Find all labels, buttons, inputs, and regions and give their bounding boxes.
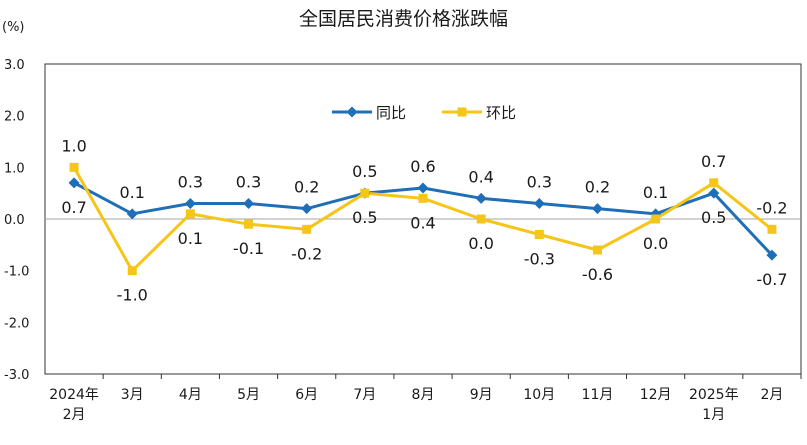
x-tick-label: 1月	[702, 407, 725, 423]
mom-point	[592, 245, 602, 255]
x-axis-ticks: 2024年 2月 3月 4月 5月 6月 7月 8月 9月 10月 11月 12月 2025年 1月 2月	[49, 374, 802, 423]
yoy-data-label: 0.1	[120, 183, 145, 202]
yoy-point	[475, 192, 487, 204]
x-tick-label: 3月	[121, 387, 144, 403]
yoy-legend-marker	[346, 106, 358, 118]
yoy-point	[766, 249, 778, 261]
y-tick-label: -2.0	[4, 316, 29, 331]
y-tick-label: -1.0	[4, 265, 29, 280]
mom-point	[709, 178, 719, 188]
x-tick-label: 4月	[179, 387, 202, 403]
yoy-data-label: 0.2	[294, 178, 319, 197]
yoy-data-label: 0.3	[527, 173, 552, 192]
y-tick-label: 1.0	[4, 161, 25, 176]
y-unit-label: (%)	[2, 20, 25, 35]
yoy-point	[417, 182, 429, 194]
yoy-data-label: 0.3	[178, 173, 203, 192]
mom-data-label: -0.3	[524, 250, 555, 269]
mom-point	[476, 214, 486, 224]
axes	[44, 63, 802, 375]
mom-data-label: -0.1	[233, 239, 264, 258]
x-tick-label: 8月	[412, 387, 435, 403]
yoy-point	[708, 187, 720, 199]
yoy-point	[126, 208, 138, 220]
mom-data-label: 0.1	[178, 229, 203, 248]
mom-point	[185, 209, 195, 219]
yoy-data-label: 0.6	[410, 157, 435, 176]
x-tick-label: 6月	[295, 387, 318, 403]
legend: 同比 环比	[332, 104, 516, 122]
yoy-data-label: 0.2	[585, 178, 610, 197]
yoy-data-label: 0.1	[643, 183, 668, 202]
mom-data-label: -0.6	[582, 265, 613, 284]
yoy-data-label: 0.5	[701, 208, 726, 227]
x-tick-label: 2025年	[689, 387, 739, 403]
mom-point	[767, 224, 777, 234]
y-tick-label: 3.0	[4, 58, 25, 73]
mom-point	[534, 230, 544, 239]
yoy-point	[184, 198, 196, 209]
x-tick-label: 12月	[640, 387, 672, 403]
mom-point	[418, 193, 428, 203]
x-tick-label: 9月	[470, 387, 493, 403]
x-tick-label: 2月	[760, 387, 783, 403]
mom-legend-marker	[457, 107, 467, 117]
yoy-point	[243, 198, 255, 209]
yoy-point	[301, 203, 313, 215]
mom-legend-label: 环比	[486, 104, 516, 122]
x-tick-label: 2024年	[49, 387, 99, 403]
yoy-data-label: 0.3	[236, 173, 261, 192]
mom-data-label: 0.7	[701, 152, 726, 171]
x-tick-label: 7月	[353, 387, 376, 403]
mom-data-label: 0.4	[410, 213, 435, 232]
mom-point	[360, 188, 370, 198]
yoy-data-label: 0.7	[61, 198, 86, 217]
yoy-point	[68, 177, 80, 189]
yoy-point	[533, 198, 545, 209]
mom-point	[127, 266, 137, 276]
chart-title: 全国居民消费价格涨跌幅	[298, 8, 508, 30]
mom-point	[244, 219, 254, 229]
x-tick-label: 11月	[582, 387, 614, 403]
mom-point	[69, 162, 79, 172]
yoy-data-label: 0.4	[468, 167, 493, 186]
mom-data-label: -0.2	[756, 198, 787, 217]
x-tick-label: 10月	[523, 387, 555, 403]
mom-data-label: 0.0	[643, 234, 668, 253]
mom-data-label: 0.5	[352, 208, 377, 227]
y-tick-label: 2.0	[4, 110, 25, 125]
x-tick-label: 2月	[63, 407, 86, 423]
y-tick-label: -3.0	[4, 368, 29, 383]
x-tick-label: 5月	[237, 387, 260, 403]
mom-point	[302, 224, 312, 234]
mom-data-label: -0.2	[291, 244, 322, 263]
yoy-legend-label: 同比	[376, 104, 406, 122]
mom-data-label: -1.0	[117, 286, 148, 305]
data-labels: 0.7 1.0 0.1 -1.0 0.3 0.1 0.3 -0.1 0.2 -0.2 0.5 0.5 0…	[61, 136, 787, 304]
yoy-data-label: 0.5	[352, 162, 377, 181]
yoy-data-label: -0.7	[756, 270, 787, 289]
yoy-point	[591, 203, 603, 215]
mom-data-label: 0.0	[468, 234, 493, 253]
y-tick-label: 0.0	[4, 213, 25, 228]
mom-point	[651, 214, 661, 224]
mom-data-label: 1.0	[61, 136, 86, 155]
series-layer	[68, 162, 778, 276]
y-axis-ticks: 3.0 2.0 1.0 0.0 -1.0 -2.0 -3.0	[4, 58, 29, 383]
